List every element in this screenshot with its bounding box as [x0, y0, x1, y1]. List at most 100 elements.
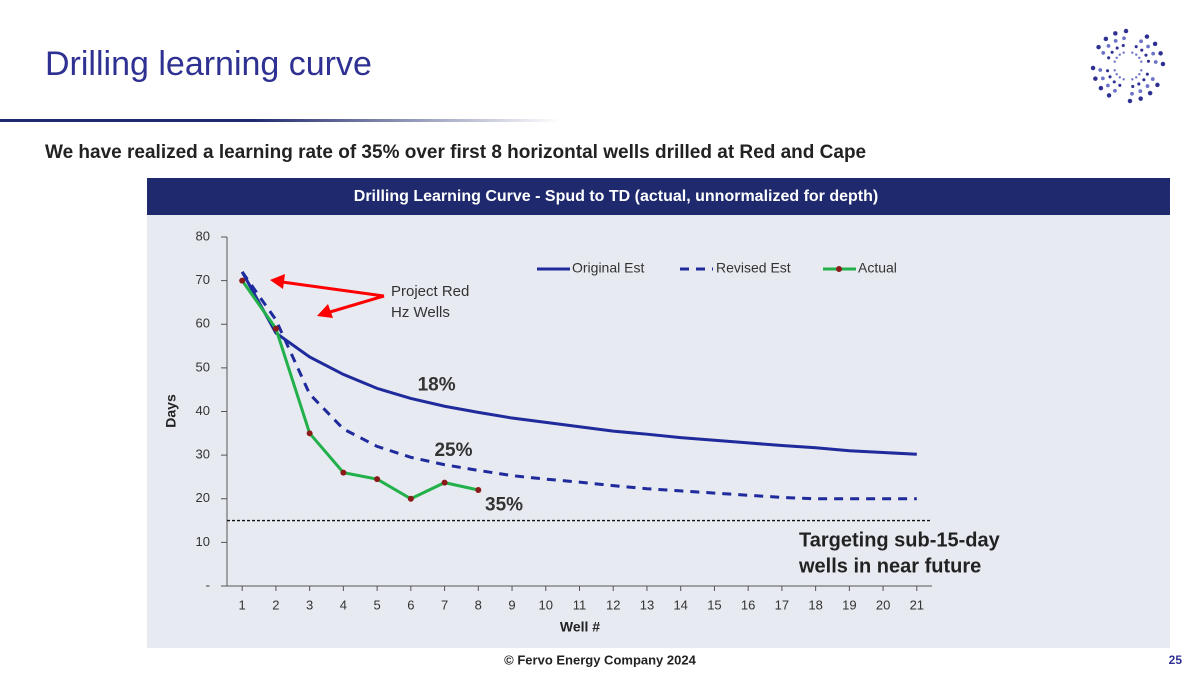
target-label: Targeting sub-15-day — [799, 529, 1001, 551]
rate-annotation: 35% — [485, 494, 523, 515]
subtitle: We have realized a learning rate of 35% … — [45, 142, 866, 163]
footer: © Fervo Energy Company 2024 — [504, 652, 696, 667]
logo-dot — [1138, 73, 1141, 76]
chart-panel — [147, 178, 1170, 648]
logo-dot — [1153, 60, 1158, 64]
x-tick-label: 15 — [707, 597, 721, 612]
logo-dot — [1090, 65, 1096, 71]
chart-title: Drilling Learning Curve - Spud to TD (ac… — [354, 188, 878, 205]
y-tick-label: 10 — [196, 534, 210, 549]
y-tick-label: 50 — [196, 359, 210, 374]
logo-dot — [1158, 51, 1163, 56]
x-tick-label: 12 — [606, 597, 620, 612]
logo — [1090, 28, 1166, 104]
logo-dot — [1105, 69, 1110, 73]
logo-dot — [1122, 36, 1126, 41]
x-tick-label: 9 — [508, 597, 515, 612]
logo-dot — [1121, 43, 1125, 48]
logo-dot — [1137, 82, 1141, 86]
data-point — [475, 487, 482, 494]
chart-header — [147, 178, 1170, 215]
x-tick-label: 13 — [640, 597, 654, 612]
series-line — [240, 271, 917, 456]
logo-dot — [1147, 90, 1153, 96]
logo-dot — [1140, 60, 1143, 63]
logo-dot — [1146, 44, 1150, 49]
logo-dot — [1115, 56, 1118, 59]
x-tick-label: 19 — [842, 597, 856, 612]
legend-label: Original Est — [572, 260, 644, 276]
logo-dot — [1145, 84, 1150, 88]
logo-dot — [1096, 44, 1101, 50]
logo-dot — [1098, 68, 1103, 72]
series-line — [240, 279, 479, 501]
logo-dot — [1127, 98, 1133, 104]
x-tick-label: 6 — [407, 597, 414, 612]
logo-dot — [1145, 72, 1149, 76]
x-tick-label: 18 — [808, 597, 822, 612]
logo-dot — [1115, 73, 1118, 76]
logo-dot — [1122, 78, 1125, 81]
x-tick-label: 8 — [475, 597, 482, 612]
y-tick-label: 40 — [196, 403, 210, 418]
logo-dot — [1140, 69, 1143, 72]
logo-dot — [1118, 53, 1121, 56]
slide-title: Drilling learning curve — [45, 45, 372, 83]
logo-dot — [1138, 96, 1143, 101]
y-tick-label: 20 — [196, 490, 210, 505]
legend-label: Actual — [858, 260, 897, 276]
logo-dot — [1144, 34, 1150, 39]
legend-marker — [836, 266, 842, 272]
logo-dot — [1115, 46, 1119, 50]
x-tick-label: 11 — [573, 597, 587, 612]
logo-dot — [1131, 51, 1134, 54]
logo-dot — [1151, 51, 1156, 56]
logo-dot — [1155, 82, 1160, 88]
rate-annotation: 18% — [418, 374, 456, 395]
x-tick-label: 4 — [340, 597, 347, 612]
logo-dot — [1122, 51, 1125, 54]
logo-dot — [1118, 83, 1122, 87]
y-tick-label: - — [206, 577, 210, 592]
data-point — [407, 495, 414, 502]
data-point — [239, 277, 246, 284]
logo-dot — [1152, 41, 1158, 47]
x-tick-label: 16 — [741, 597, 755, 612]
logo-dot — [1138, 56, 1141, 59]
legend-label: Revised Est — [716, 260, 791, 276]
logo-dot — [1106, 93, 1112, 98]
x-tick-label: 3 — [306, 597, 313, 612]
callout-label: Project Red — [391, 283, 469, 300]
data-point — [441, 479, 448, 486]
logo-dot — [1142, 78, 1146, 82]
logo-dot — [1160, 61, 1166, 67]
callout-label: Hz Wells — [391, 304, 450, 321]
x-tick-label: 20 — [876, 597, 890, 612]
x-tick-label: 5 — [373, 597, 380, 612]
logo-dot — [1112, 80, 1116, 84]
logo-dot — [1100, 76, 1105, 81]
logo-dot — [1118, 76, 1121, 79]
page-number: 25 — [1169, 653, 1183, 667]
data-point — [272, 325, 279, 332]
x-tick-label: 1 — [239, 597, 246, 612]
x-tick-label: 17 — [775, 597, 789, 612]
data-point — [340, 469, 347, 476]
logo-dot — [1131, 84, 1135, 89]
logo-dot — [1140, 48, 1144, 52]
logo-dot — [1144, 53, 1148, 57]
y-tick-label: 80 — [196, 228, 210, 243]
callout-arrows — [270, 274, 385, 318]
logo-dot — [1134, 45, 1138, 49]
data-point — [374, 476, 381, 483]
title-rule — [0, 119, 560, 122]
rate-annotation: 25% — [434, 440, 472, 461]
x-tick-label: 14 — [673, 597, 687, 612]
logo-dot — [1135, 53, 1138, 56]
logo-dot — [1123, 28, 1129, 34]
y-tick-label: 30 — [196, 447, 210, 462]
target-label: wells in near future — [798, 555, 981, 577]
logo-dot — [1106, 44, 1111, 48]
logo-dot — [1130, 91, 1134, 96]
